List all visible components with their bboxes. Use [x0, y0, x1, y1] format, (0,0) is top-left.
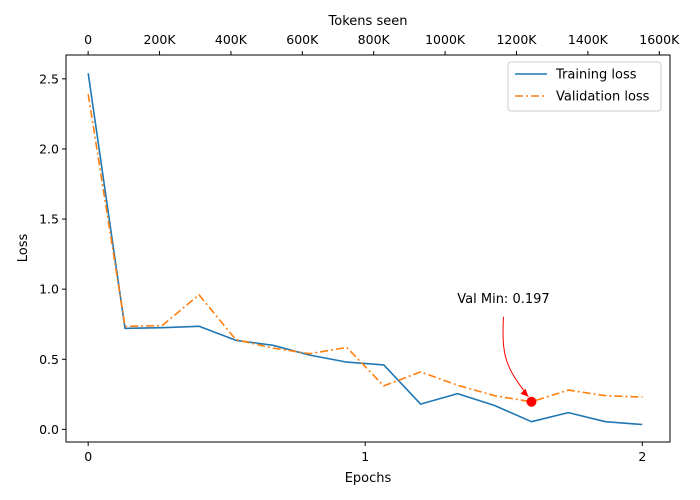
top-x-tick-label: 1600K	[639, 32, 680, 47]
annotation-label: Val Min: 0.197	[457, 292, 549, 307]
x-axis-title: Epochs	[345, 471, 392, 486]
validation-loss-line	[87, 94, 643, 403]
y-axis-title: Loss	[16, 234, 31, 263]
legend-label-training: Training loss	[555, 68, 637, 83]
y-tick-label: 2.5	[39, 71, 59, 86]
top-x-tick-label: 1000K	[425, 32, 466, 47]
y-tick-label: 0.0	[39, 422, 59, 437]
val-min-marker	[526, 396, 537, 407]
x-tick-label: 1	[361, 449, 369, 464]
y-axis: 0.0 0.5 1.0 1.5 2.0 2.5	[39, 71, 66, 437]
top-x-axis-title: Tokens seen	[328, 14, 408, 29]
top-x-tick-label: 200K	[143, 32, 176, 47]
legend: Training loss Validation loss	[507, 61, 662, 112]
top-x-tick-label: 800K	[358, 32, 391, 47]
annotation-arrowhead	[520, 388, 529, 397]
plot-area	[65, 54, 671, 443]
y-tick-label: 0.5	[39, 352, 59, 367]
y-tick-label: 2.0	[39, 141, 59, 156]
legend-label-validation: Validation loss	[556, 90, 650, 105]
annotation-layer: Val Min: 0.197	[457, 292, 550, 407]
top-x-tick-label: 600K	[286, 32, 319, 47]
series-layer	[87, 73, 643, 426]
top-x-tick-label: 0	[84, 32, 92, 47]
x-tick-label: 2	[638, 449, 646, 464]
y-tick-label: 1.0	[39, 282, 59, 297]
training-loss-line	[87, 73, 643, 426]
top-x-tick-label: 1400K	[568, 32, 609, 47]
top-x-tick-label: 400K	[215, 32, 248, 47]
top-x-tick-label: 1200K	[496, 32, 537, 47]
top-x-axis: 0 200K 400K 600K 800K 1000K 1200K 1400K 1600K	[84, 32, 680, 55]
bottom-x-axis: 0 1 2	[84, 442, 646, 464]
x-tick-label: 0	[84, 449, 92, 464]
annotation-arrow	[502, 316, 529, 398]
y-tick-label: 1.5	[39, 212, 59, 227]
